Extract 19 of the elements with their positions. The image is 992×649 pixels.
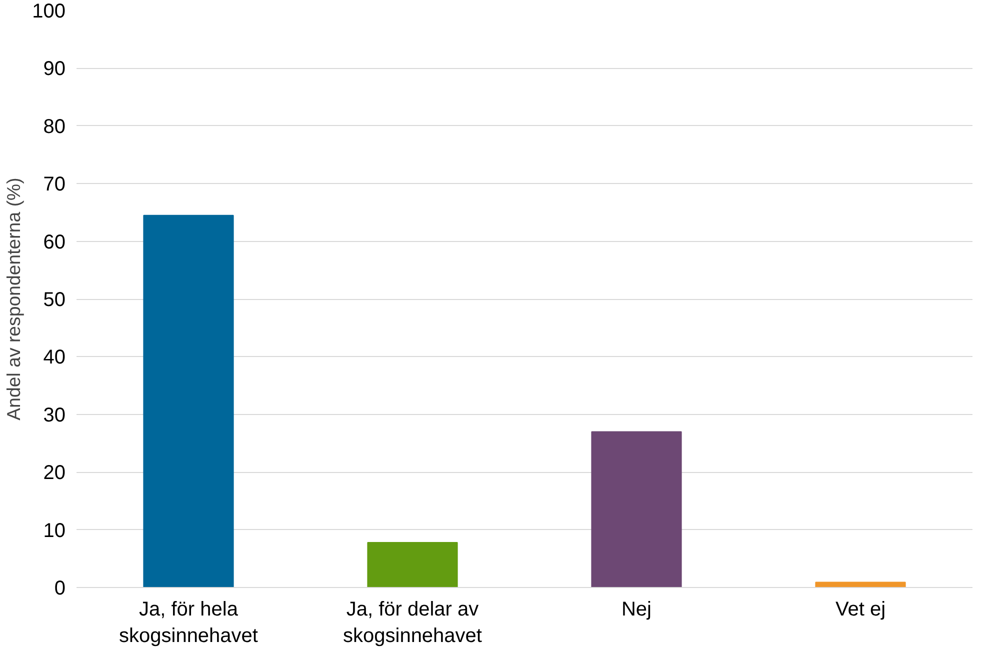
bar	[367, 542, 458, 588]
y-tick-label: 30	[43, 404, 66, 426]
y-tick-label: 0	[54, 578, 66, 600]
y-tick-label: 70	[43, 174, 66, 196]
y-axis-title: Andel av respondenterna (%)	[3, 178, 24, 420]
y-tick-label: 100	[32, 0, 66, 22]
y-tick-label: 80	[43, 116, 66, 138]
x-tick-label: Ja, för delar av skogsinnehavet	[343, 598, 482, 647]
y-tick-label: 90	[43, 58, 66, 80]
y-tick-label: 40	[43, 346, 66, 369]
bar	[143, 214, 234, 588]
bar	[591, 431, 682, 588]
x-tick-label: Ja, för hela skogsinnehavet	[119, 598, 258, 647]
x-tick-label: Nej	[621, 598, 652, 620]
x-tick-label: Vet ej	[835, 598, 886, 620]
y-tick-label: 10	[43, 520, 66, 542]
y-tick-label: 60	[43, 231, 66, 254]
y-tick-label: 50	[43, 289, 66, 311]
y-tick-label: 20	[43, 462, 66, 484]
